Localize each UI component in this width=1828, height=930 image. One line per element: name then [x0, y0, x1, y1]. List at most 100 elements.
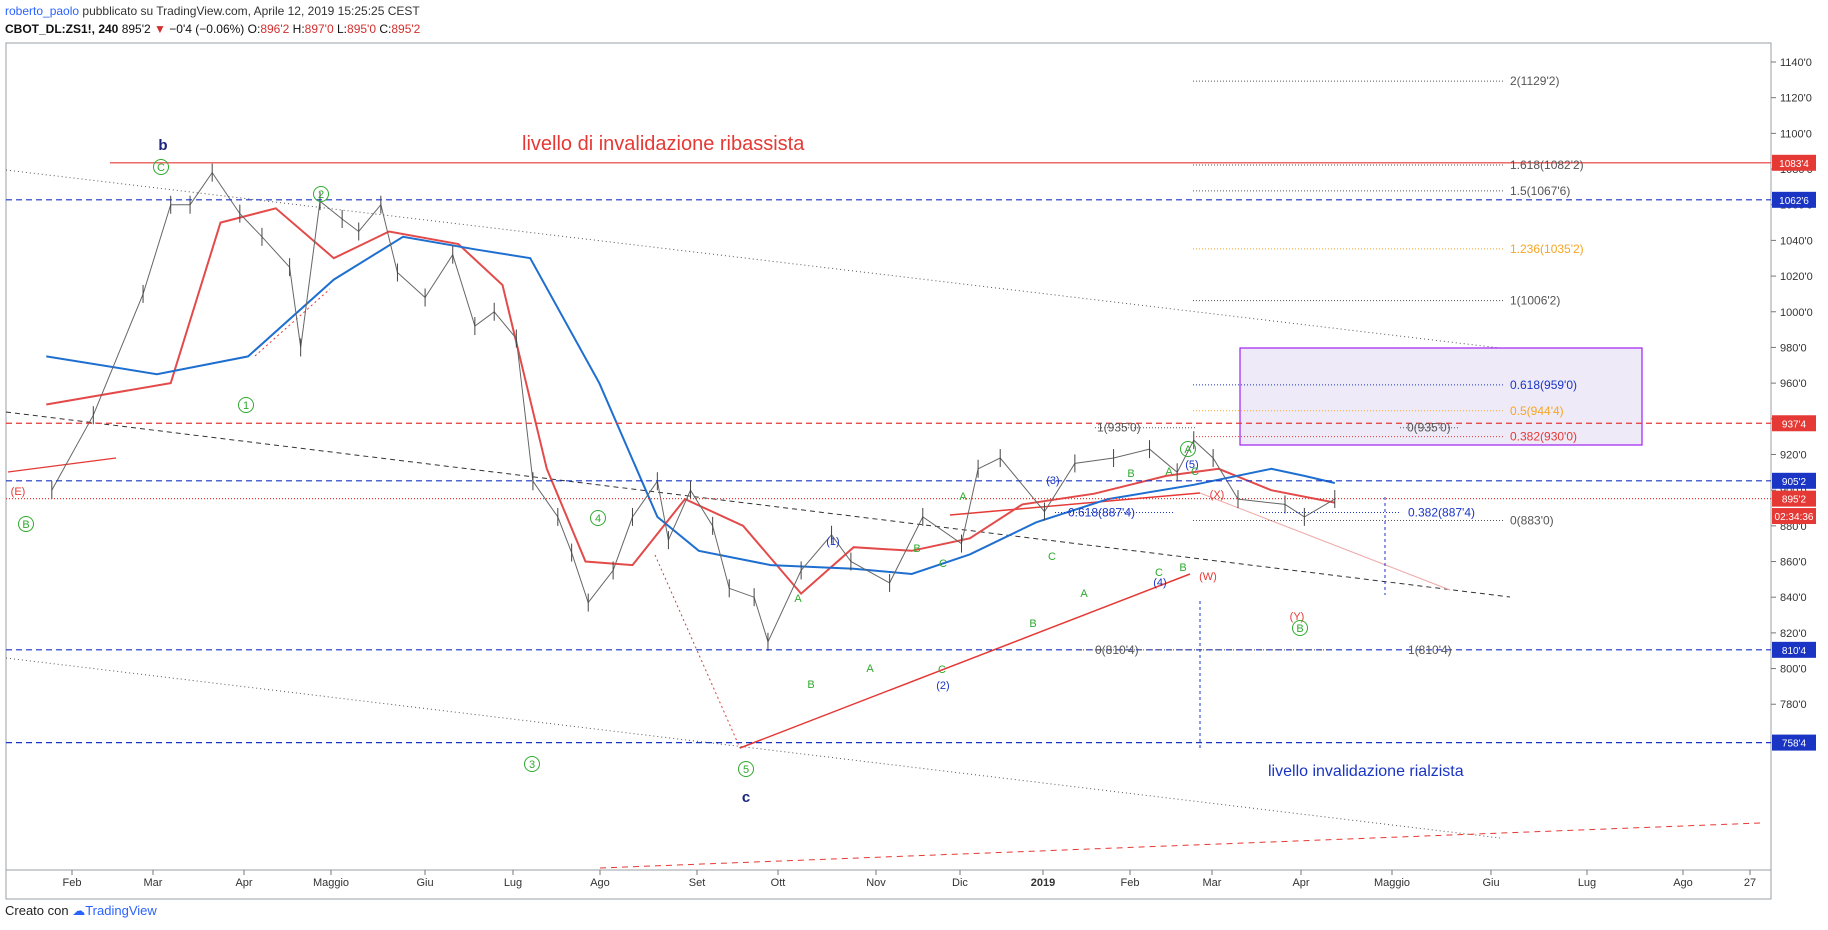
x-tick-label: Giu — [1482, 877, 1499, 889]
publish-line: roberto_paolo pubblicato su TradingView.… — [5, 4, 420, 18]
wave-label-circle — [18, 516, 34, 532]
close-value: 895'2 — [391, 22, 421, 36]
x-tick-label: Ott — [771, 877, 786, 889]
triangle-lower-line — [739, 573, 1191, 749]
wave-label: A — [794, 593, 802, 605]
y-tick-label: 800'0 — [1780, 664, 1807, 676]
wave-label: 5 — [743, 764, 749, 776]
x-tick-label: Mar — [144, 877, 163, 889]
x-tick-label: Mar — [1203, 877, 1222, 889]
x-tick-label: Dic — [952, 877, 968, 889]
x-tick-label: 2019 — [1031, 877, 1055, 889]
wave-label: B — [807, 679, 814, 691]
fib-level-label: 1(810'4) — [1408, 643, 1452, 657]
wave-label: (Y) — [1290, 611, 1305, 623]
price-tag-box — [1772, 734, 1816, 751]
price-tag-label: 1083'4 — [1779, 159, 1809, 170]
x-tick-label: Nov — [866, 877, 886, 889]
y-tick-label: 1120'0 — [1780, 93, 1812, 105]
x-tick-label: Lug — [504, 877, 522, 889]
x-tick-label: Maggio — [313, 877, 349, 889]
fib-level-label: 0.5(944'4) — [1510, 404, 1564, 418]
wave-label: 4 — [595, 513, 601, 525]
fib-level-label: 0.618(959'0) — [1510, 378, 1577, 392]
x-tick-label: Ago — [590, 877, 610, 889]
y-tick-label: 1140'0 — [1780, 57, 1812, 69]
y-tick-label: 920'0 — [1780, 449, 1807, 461]
x-tick-label: Set — [689, 877, 706, 889]
fib-level-label: 1(935'0) — [1097, 421, 1141, 435]
footer: Creato con ☁TradingView — [5, 903, 157, 919]
price-tag-label: 905'2 — [1782, 477, 1807, 488]
wave-label: A — [959, 491, 967, 503]
wave-label: 2 — [318, 189, 324, 201]
chart-frame — [5, 42, 1772, 900]
wave-label: A — [1080, 588, 1088, 600]
x-tick-label: Apr — [1292, 877, 1309, 889]
projection-line — [1199, 492, 1451, 591]
wave-label: A — [866, 663, 874, 675]
wave-label: 1 — [243, 400, 249, 412]
fib-level-label: 1.5(1067'6) — [1510, 184, 1570, 198]
publish-info: pubblicato su TradingView.com, Aprile 12… — [82, 4, 420, 18]
fib-level-label: 0(935'0) — [1407, 421, 1451, 435]
fib-level-label: 0(810'4) — [1095, 643, 1139, 657]
tradingview-link[interactable]: TradingView — [85, 903, 157, 918]
fib-level-label: 2(1129'2) — [1510, 74, 1559, 88]
close-label: C: — [379, 22, 392, 36]
target-zone-box — [1239, 347, 1643, 446]
price-tag-label: 758'4 — [1782, 739, 1807, 750]
rising-support-line — [599, 822, 1761, 869]
x-tick-label: Ago — [1673, 877, 1693, 889]
annotation-text: livello di invalidazione ribassista — [522, 133, 805, 155]
created-with-label: Creato con — [5, 903, 69, 918]
symbol-label: CBOT_DL:ZS1!, 240 — [5, 22, 119, 36]
down-arrow-icon: ▼ — [154, 22, 166, 36]
wave-label: C — [1191, 466, 1199, 478]
price-tag-label: 937'4 — [1782, 419, 1807, 430]
wave-label: (X) — [1210, 489, 1225, 501]
wave-label: (W) — [1199, 571, 1217, 583]
y-tick-label: 840'0 — [1780, 592, 1807, 604]
fib-level-label: 0.618(887'4) — [1068, 505, 1135, 519]
low-value: 895'0 — [347, 22, 377, 36]
wave-label: B — [1179, 562, 1186, 574]
wave-label: (5) — [1185, 459, 1198, 471]
price-tag-label: 1062'6 — [1779, 196, 1809, 207]
x-tick-label: Feb — [1121, 877, 1140, 889]
price-line — [51, 171, 1336, 644]
y-tick-label: 780'0 — [1780, 699, 1807, 711]
wave-label-circle — [738, 761, 754, 777]
y-tick-label: 980'0 — [1780, 342, 1807, 354]
price-tag-box — [1772, 415, 1816, 432]
fib-level-label: 1.236(1035'2) — [1510, 242, 1584, 256]
wave-label: (4) — [1153, 577, 1166, 589]
x-tick-label: Maggio — [1374, 877, 1410, 889]
price-tag-box — [1772, 472, 1816, 489]
price-change: −0'4 (−0.06%) — [169, 22, 245, 36]
fib-level-label: 1.618(1082'2) — [1510, 158, 1584, 172]
x-tick-label: Giu — [416, 877, 433, 889]
x-tick-label: 27 — [1744, 877, 1756, 889]
y-tick-label: 820'0 — [1780, 628, 1807, 640]
author-link[interactable]: roberto_paolo — [5, 4, 80, 18]
wave-label-circle — [524, 756, 540, 772]
price-tag-box — [1772, 154, 1816, 171]
triangle-upper-line — [949, 492, 1201, 516]
wave-label: C — [157, 162, 165, 174]
x-tick-label: Feb — [63, 877, 82, 889]
low-label: L: — [337, 22, 348, 36]
wave-label: C — [939, 558, 947, 570]
ohlc-line: CBOT_DL:ZS1!, 240 895'2 ▼ −0'4 (−0.06%) … — [5, 22, 420, 36]
x-tick-label: Lug — [1578, 877, 1596, 889]
wave-label: C — [1048, 551, 1056, 563]
moving-average-slow-line — [46, 235, 1336, 576]
wave-label: c — [742, 789, 750, 806]
y-tick-label: 1000'0 — [1780, 307, 1813, 319]
y-tick-label: 1100'0 — [1780, 128, 1812, 140]
wave-label-circle — [590, 510, 606, 526]
wave-label-circle — [153, 159, 169, 175]
fib-level-label: 0.382(887'4) — [1408, 505, 1475, 519]
tradingview-logo-icon: ☁ — [72, 903, 86, 918]
